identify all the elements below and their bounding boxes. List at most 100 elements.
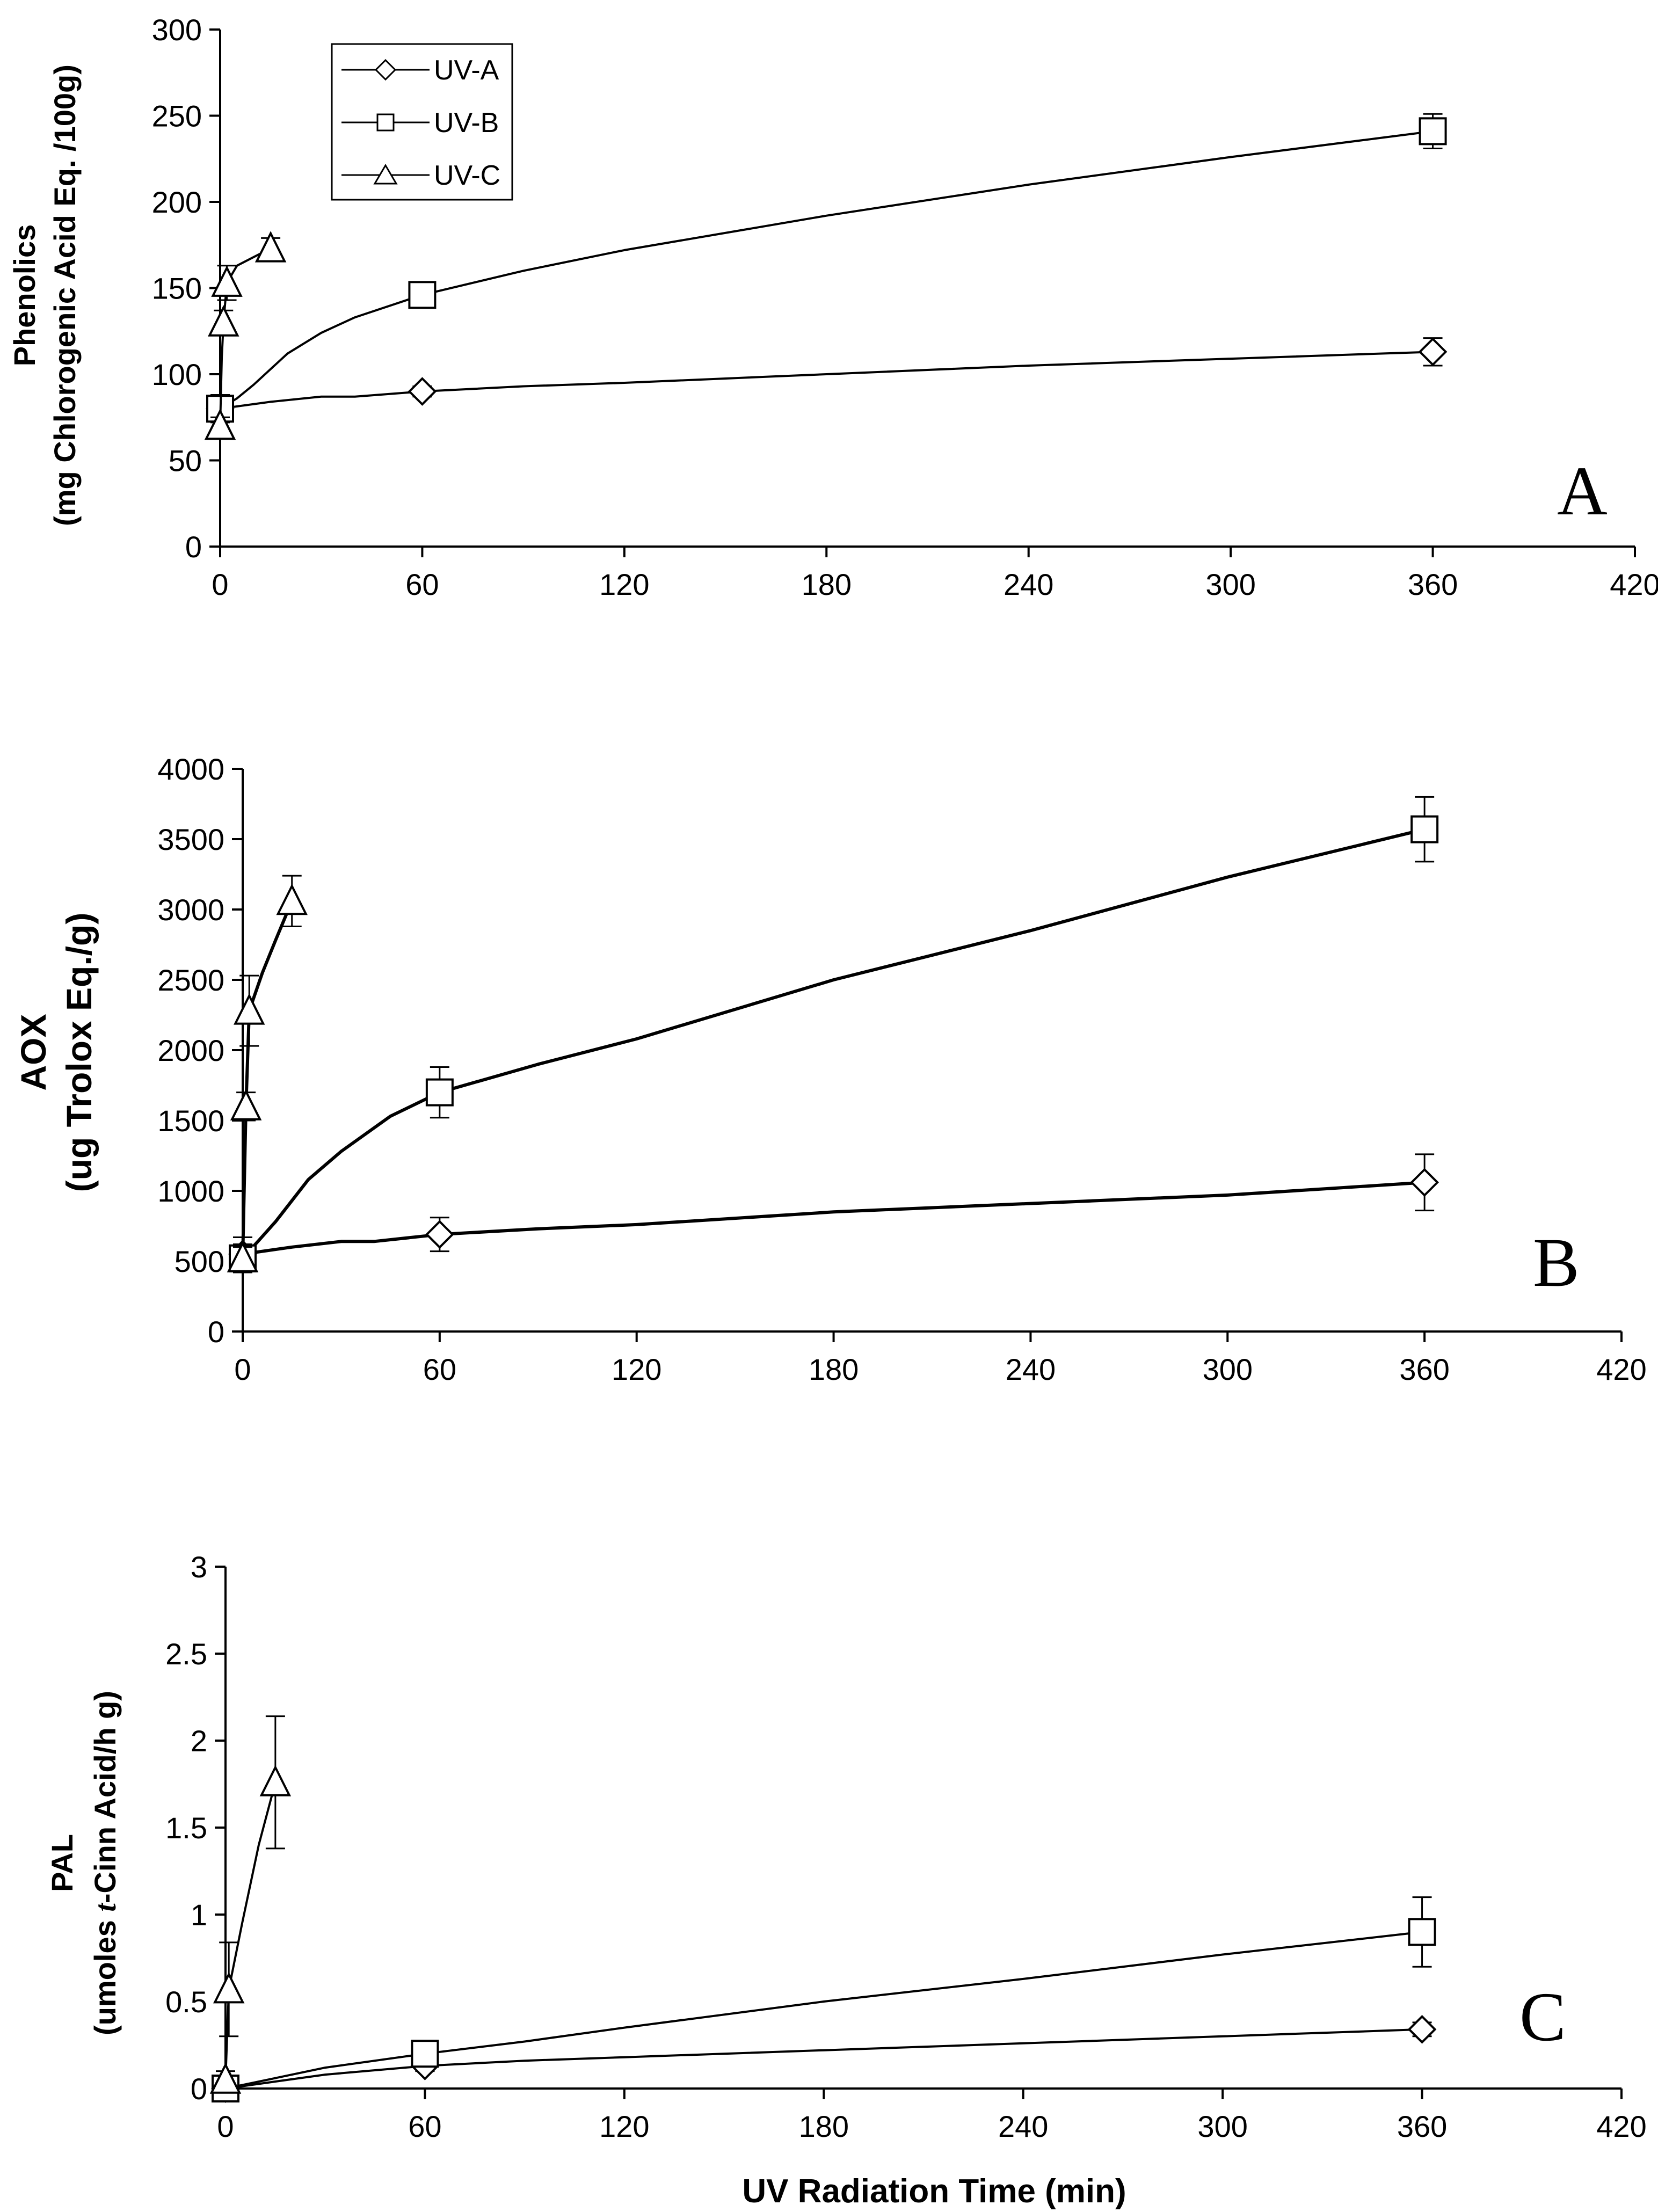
legend-entry-uv-b: UV-B xyxy=(341,107,499,139)
panel-b-aox-chart: AOX (ug Trolox Eq./g) 0 500 1000 1500 2000 25… xyxy=(13,752,1647,1386)
panel-b-y-tick-label: 1500 xyxy=(157,1104,224,1138)
panel-c-x-tick-label: 240 xyxy=(998,2109,1048,2143)
panel-a-y-tick-label: 300 xyxy=(152,13,202,47)
legend-label-uv-a: UV-A xyxy=(434,55,499,86)
panel-a-uv-c-point xyxy=(211,265,243,297)
panel-b-x-tick-label: 60 xyxy=(423,1352,456,1386)
panel-b-x-tick-label: 360 xyxy=(1399,1352,1449,1386)
panel-a-uv-a-point xyxy=(1418,337,1448,367)
panel-b-y-tick-label: 500 xyxy=(174,1245,224,1278)
panel-b-uv-b-point xyxy=(425,1078,454,1107)
legend-label-uv-b: UV-B xyxy=(434,107,499,139)
panel-b-uv-a-line xyxy=(242,1181,1425,1256)
panel-c-y-tick-label: 3 xyxy=(191,1550,207,1584)
panel-c-y-tick-label: 1 xyxy=(191,1898,207,1932)
panel-c-uv-c-point xyxy=(209,2062,242,2094)
panel-a-uv-c-point xyxy=(254,231,287,263)
panel-a-x-tick-label: 420 xyxy=(1610,567,1658,601)
panel-a-phenolics-chart: Phenolics (mg Chlorogenic Acid Eq. /100g… xyxy=(8,13,1658,601)
panel-b-series-uv-b xyxy=(229,796,1439,1274)
panel-b-x-tick-label: 420 xyxy=(1596,1352,1646,1386)
panel-b-y-tick-label: 0 xyxy=(208,1315,224,1349)
panel-c-y-tick-label: 2 xyxy=(191,1724,207,1758)
panel-b-series-uv-c xyxy=(227,875,308,1272)
panel-a-x-tick-label: 300 xyxy=(1205,567,1255,601)
panel-c-ylabel-italic: t xyxy=(89,1903,122,1912)
legend-entry-uv-c: UV-C xyxy=(341,160,500,191)
panel-b-y-tick-label: 3000 xyxy=(157,893,224,927)
panel-b-uv-c-point xyxy=(227,1241,259,1272)
panel-a-x-tick-label: 240 xyxy=(1003,567,1053,601)
legend: UV-A UV-B UV-C xyxy=(331,43,513,201)
panel-a-ylabel-line2: (mg Chlorogenic Acid Eq. /100g) xyxy=(48,64,82,526)
panel-b-x-tick-label: 180 xyxy=(809,1352,859,1386)
panel-b-y-tick-label: 2500 xyxy=(157,963,224,997)
panel-a-y-tick-label: 50 xyxy=(169,444,202,478)
panel-a-y-tick-label: 100 xyxy=(152,358,202,391)
panel-b-x-tick-label: 300 xyxy=(1203,1352,1253,1386)
panel-a-y-tick-label: 200 xyxy=(152,185,202,219)
panel-b-x-tick-label: 120 xyxy=(612,1352,661,1386)
panel-b-y-axis-title: AOX (ug Trolox Eq./g) xyxy=(13,913,99,1192)
panel-c-uv-b-line xyxy=(225,1931,1422,2090)
panel-c-y-tick-label: 0.5 xyxy=(165,1985,207,2019)
panel-b-ylabel-line1: AOX xyxy=(13,1014,53,1090)
panel-b-y-tick-label: 3500 xyxy=(157,823,224,856)
panel-b-uv-a-point xyxy=(1410,1168,1439,1197)
panel-a-x-tick-label: 0 xyxy=(212,567,228,601)
panel-c-pal-chart: PAL (umoles t-Cinn Acid/h g) 0 0.5 1 1.5 2 2.… xyxy=(45,1550,1647,2210)
panel-b-y-tick-label: 4000 xyxy=(157,752,224,786)
legend-label-uv-c: UV-C xyxy=(434,160,500,191)
panel-a-ylabel-line1: Phenolics xyxy=(8,224,41,367)
panel-b-ylabel-line2: (ug Trolox Eq./g) xyxy=(59,913,99,1192)
panel-a-x-tick-label: 180 xyxy=(802,567,852,601)
panel-c-ylabel-line1: PAL xyxy=(45,1834,79,1892)
panel-a-y-axis-title: Phenolics (mg Chlorogenic Acid Eq. /100g… xyxy=(8,64,82,526)
panel-b-series-uv-a xyxy=(228,1153,1439,1272)
panel-b-y-tick-label: 2000 xyxy=(157,1034,224,1067)
panel-a-series-uv-c xyxy=(204,231,287,440)
panel-c-plot-area: 0 0.5 1 1.5 2 2.5 3 0 60 120 180 240 300 360 420 xyxy=(165,1550,1647,2143)
panel-c-x-tick-label: 180 xyxy=(799,2109,849,2143)
panel-b-uv-c-line xyxy=(241,900,294,1258)
panel-a-uv-b-point xyxy=(1419,117,1447,145)
panel-a-letter: A xyxy=(1557,453,1608,530)
panel-b-plot-area: 0 500 1000 1500 2000 2500 3000 3500 4000 0 60 120 18… xyxy=(157,752,1646,1386)
panel-a-uv-a-line xyxy=(220,351,1433,410)
panel-c-x-tick-label: 60 xyxy=(408,2109,441,2143)
panel-c-uv-c-point xyxy=(213,1971,245,2004)
panel-c-uv-a-point xyxy=(1407,2015,1437,2044)
panel-c-uv-c-point xyxy=(259,1765,292,1796)
panel-c-uv-b-point xyxy=(1408,1918,1436,1946)
panel-a-y-tick-label: 250 xyxy=(152,99,202,133)
panel-c-y-tick-label: 0 xyxy=(191,2072,207,2106)
panel-b-x-tick-label: 240 xyxy=(1006,1352,1056,1386)
panel-c-x-tick-label: 120 xyxy=(599,2109,649,2143)
legend-diamond-marker xyxy=(374,59,397,81)
panel-a-plot-area: 0 50 100 150 200 250 300 0 60 120 180 240 300 360 420 xyxy=(152,13,1658,601)
panel-c-x-tick-label: 360 xyxy=(1397,2109,1447,2143)
panel-a-uv-b-point xyxy=(408,281,437,309)
panel-b-uv-c-point xyxy=(276,883,308,915)
panel-c-letter: C xyxy=(1519,1978,1566,2056)
panel-b-uv-b-point xyxy=(1410,815,1439,843)
panel-a-uv-c-point xyxy=(208,305,239,337)
panel-c-ylabel-prefix: (umoles xyxy=(88,1912,122,2035)
panel-c-uv-b-point xyxy=(411,2040,439,2068)
panel-a-series-uv-a xyxy=(206,337,1448,424)
panel-c-x-tick-label: 300 xyxy=(1197,2109,1247,2143)
panel-c-x-axis-title: UV Radiation Time (min) xyxy=(742,2173,1126,2210)
legend-square-marker xyxy=(376,113,395,132)
panel-b-x-tick-label: 0 xyxy=(234,1352,251,1386)
panel-a-uv-a-point xyxy=(408,377,437,406)
panel-b-uv-c-point xyxy=(233,993,265,1025)
panel-c-uv-c-line xyxy=(224,1782,277,2080)
panel-c-x-tick-label: 0 xyxy=(217,2109,234,2143)
panel-a-x-tick-label: 120 xyxy=(599,567,649,601)
panel-a-y-tick-label: 0 xyxy=(185,530,202,564)
panel-a-uv-c-point xyxy=(204,408,236,440)
legend-entry-uv-a: UV-A xyxy=(341,55,499,86)
panel-b-y-tick-label: 1000 xyxy=(157,1174,224,1208)
panel-c-y-axis-title: PAL (umoles t-Cinn Acid/h g) xyxy=(45,1691,122,2035)
